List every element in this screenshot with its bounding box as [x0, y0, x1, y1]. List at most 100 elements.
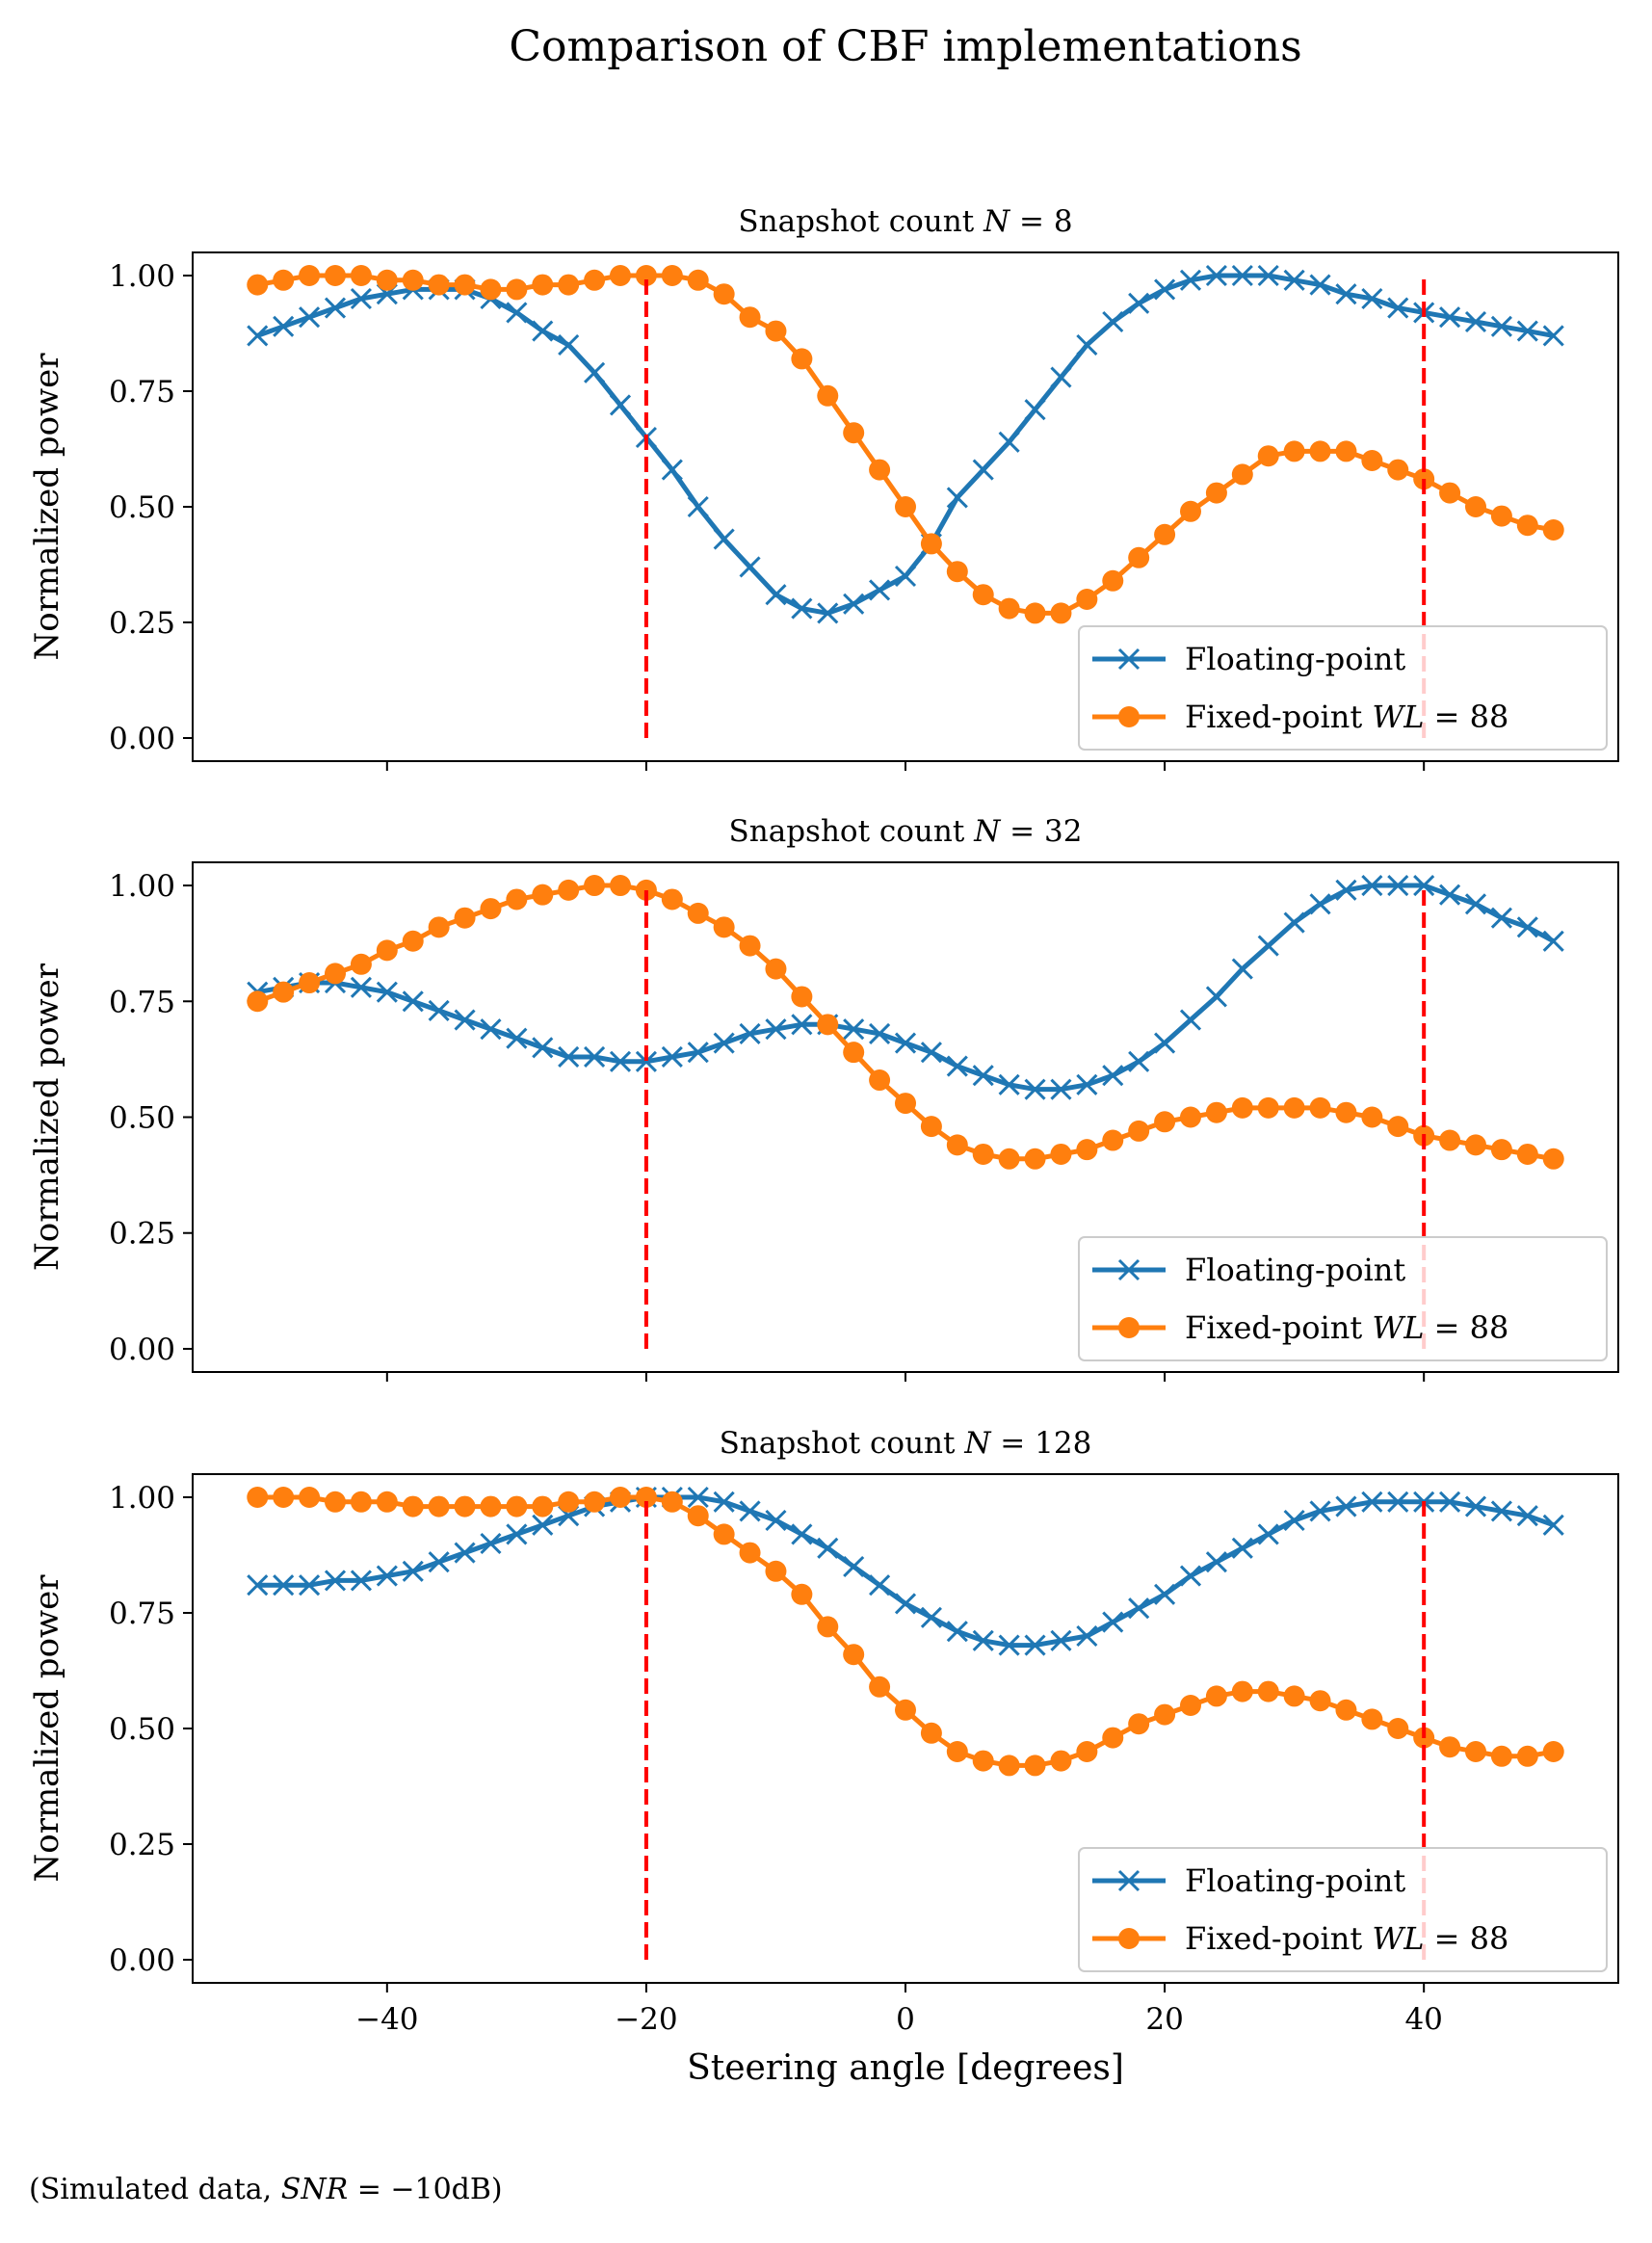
- data-point: [454, 1495, 476, 1517]
- figure-footnote: (Simulated data, SNR = −10dB): [29, 2173, 503, 2206]
- data-point: [972, 584, 994, 606]
- data-point: [791, 1583, 813, 1605]
- data-point: [1128, 1597, 1150, 1620]
- data-point: [713, 528, 735, 550]
- data-point: [1154, 1032, 1176, 1054]
- data-point: [1490, 1500, 1512, 1522]
- series-floating-point: [247, 874, 1564, 1100]
- data-point: [998, 431, 1020, 453]
- series-line: [256, 883, 1555, 1093]
- data-point: [247, 1487, 269, 1508]
- data-point: [1439, 1129, 1461, 1151]
- data-point: [1464, 1495, 1487, 1517]
- legend-label: Fixed-point WL = 88: [1185, 1920, 1508, 1957]
- data-point: [558, 1491, 580, 1513]
- data-point: [1102, 569, 1124, 592]
- x-tick-label: 40: [1404, 2002, 1442, 2037]
- data-point: [1542, 1514, 1564, 1536]
- data-point: [1464, 310, 1487, 333]
- data-point: [506, 888, 528, 910]
- data-point: [791, 597, 813, 620]
- data-point: [998, 1755, 1020, 1777]
- data-point: [843, 1644, 865, 1666]
- data-point: [325, 1491, 346, 1513]
- series-fixed-point: [247, 875, 1564, 1170]
- data-point: [1283, 911, 1305, 934]
- data-point: [1050, 602, 1072, 624]
- data-point: [610, 875, 631, 897]
- data-point: [454, 1542, 476, 1564]
- series-line: [256, 273, 1555, 616]
- data-point: [1257, 1096, 1279, 1119]
- data-point: [1180, 500, 1201, 522]
- data-point: [1516, 916, 1538, 938]
- y-tick-label: 0.25: [109, 1217, 175, 1252]
- data-point: [1231, 1096, 1253, 1119]
- data-point: [635, 1487, 657, 1508]
- data-point: [998, 1073, 1020, 1095]
- data-point: [1490, 505, 1512, 527]
- legend-marker: [1118, 1928, 1140, 1949]
- data-point: [1335, 283, 1357, 305]
- data-point: [350, 287, 372, 310]
- data-point: [739, 1022, 761, 1045]
- data-point: [843, 1042, 865, 1064]
- data-point: [791, 348, 813, 370]
- legend-box: [1078, 1236, 1608, 1361]
- x-tick-label: 0: [896, 2002, 915, 2037]
- data-point: [273, 269, 295, 291]
- data-point: [299, 972, 321, 994]
- data-point: [247, 274, 269, 296]
- subplot-title: Snapshot count N = 8: [738, 204, 1072, 239]
- data-point: [1102, 1727, 1124, 1749]
- data-point: [1309, 440, 1331, 462]
- data-point: [765, 1509, 787, 1532]
- data-point: [946, 1621, 968, 1643]
- data-point: [998, 1634, 1020, 1656]
- data-point: [506, 1523, 528, 1545]
- data-point: [1102, 1065, 1124, 1087]
- data-point: [1231, 264, 1253, 287]
- data-point: [1361, 1708, 1383, 1730]
- data-point: [1490, 315, 1512, 337]
- data-point: [739, 935, 761, 957]
- data-point: [1387, 1491, 1409, 1513]
- x-tick-label: −40: [355, 2002, 418, 2037]
- subplot-1: Snapshot count N = 8 0.00 0.25 0.50 0.75 1.00…: [28, 204, 1619, 771]
- data-point: [454, 1009, 476, 1031]
- data-point: [1102, 1611, 1124, 1633]
- data-point: [1335, 1495, 1357, 1517]
- data-point: [299, 265, 321, 286]
- y-tick-label: 0.50: [109, 1712, 175, 1747]
- data-point: [635, 1050, 657, 1072]
- data-point: [299, 1487, 321, 1508]
- data-point: [1542, 519, 1564, 541]
- data-point: [350, 953, 372, 975]
- data-point: [661, 459, 683, 481]
- data-point: [1205, 482, 1227, 504]
- data-point: [1465, 496, 1486, 517]
- data-point: [1102, 310, 1124, 333]
- data-point: [1257, 935, 1279, 957]
- data-point: [1335, 1101, 1357, 1123]
- data-point: [273, 981, 295, 1003]
- data-point: [713, 916, 735, 938]
- data-point: [1179, 269, 1202, 291]
- data-point: [972, 1750, 994, 1772]
- data-point: [1283, 1509, 1305, 1532]
- legend-marker: [1117, 647, 1141, 671]
- y-tick-label: 0.50: [109, 1101, 175, 1136]
- data-point: [661, 1491, 683, 1513]
- data-point: [894, 565, 917, 588]
- data-point: [1516, 1143, 1538, 1165]
- data-point: [1231, 1680, 1253, 1702]
- data-point: [765, 584, 787, 606]
- data-point: [869, 1574, 891, 1596]
- data-point: [972, 1065, 994, 1087]
- data-point: [1335, 440, 1357, 462]
- data-point: [972, 459, 994, 481]
- data-point: [869, 1022, 891, 1045]
- data-point: [687, 902, 709, 924]
- data-point: [402, 1495, 424, 1517]
- data-point: [1024, 602, 1046, 624]
